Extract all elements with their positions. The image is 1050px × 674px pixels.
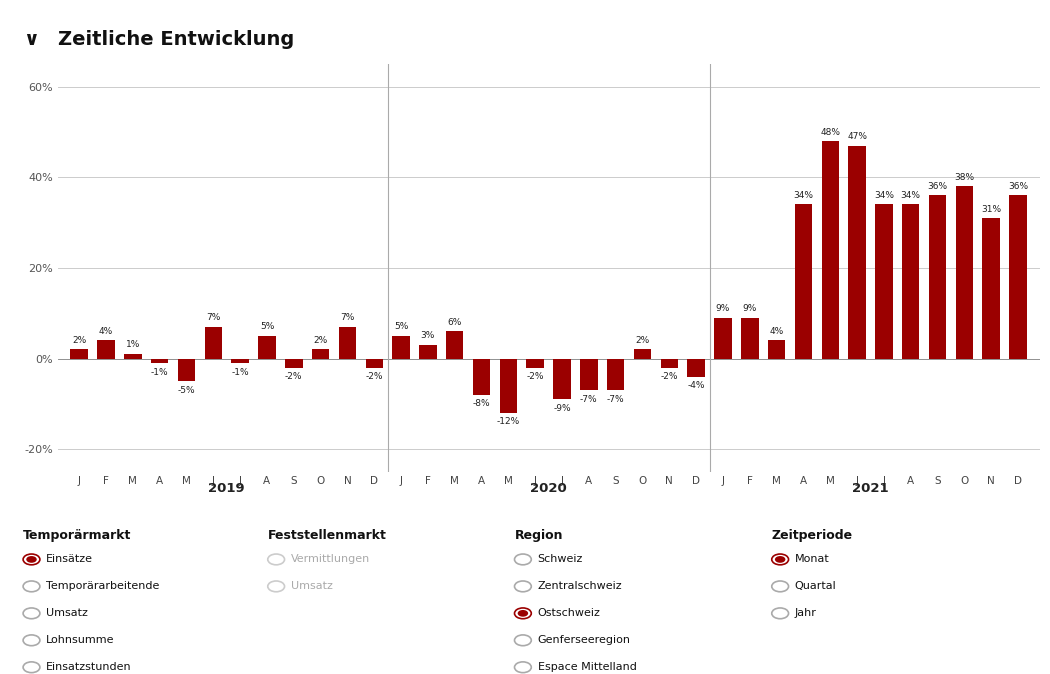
Text: 2%: 2% bbox=[314, 336, 328, 345]
Text: 2020: 2020 bbox=[530, 482, 567, 495]
Text: -1%: -1% bbox=[231, 367, 249, 377]
Text: Vermittlungen: Vermittlungen bbox=[291, 555, 370, 564]
Text: -7%: -7% bbox=[607, 395, 625, 404]
Text: 36%: 36% bbox=[1008, 182, 1028, 191]
Text: 9%: 9% bbox=[742, 304, 757, 313]
Text: -1%: -1% bbox=[151, 367, 168, 377]
Bar bbox=[848, 146, 866, 359]
Text: Lohnsumme: Lohnsumme bbox=[46, 636, 114, 645]
Text: -9%: -9% bbox=[553, 404, 571, 413]
Text: 6%: 6% bbox=[447, 318, 462, 327]
Bar bbox=[124, 354, 142, 359]
Text: Zeitperiode: Zeitperiode bbox=[772, 529, 853, 542]
Text: 1%: 1% bbox=[126, 340, 140, 349]
Bar bbox=[258, 336, 276, 359]
Bar bbox=[795, 204, 812, 359]
Text: Quartal: Quartal bbox=[795, 582, 837, 591]
Bar bbox=[983, 218, 1000, 359]
Bar bbox=[956, 186, 973, 359]
Bar bbox=[821, 141, 839, 359]
Text: 3%: 3% bbox=[421, 332, 435, 340]
Text: 47%: 47% bbox=[847, 132, 867, 141]
Text: -4%: -4% bbox=[688, 381, 705, 390]
Text: Werktagsbereinigte Wachstumsrate im Vergleich zum Vorjahresmonat: Werktagsbereinigte Wachstumsrate im Verg… bbox=[353, 493, 744, 503]
Text: 36%: 36% bbox=[927, 182, 948, 191]
Text: 9%: 9% bbox=[716, 304, 730, 313]
Bar bbox=[419, 345, 437, 359]
Bar bbox=[70, 349, 88, 359]
Text: 5%: 5% bbox=[259, 322, 274, 332]
Text: 2%: 2% bbox=[72, 336, 86, 345]
Bar bbox=[688, 359, 705, 377]
Text: Region: Region bbox=[514, 529, 563, 542]
Text: 7%: 7% bbox=[340, 313, 355, 322]
Bar bbox=[472, 359, 490, 395]
Text: Einsätze: Einsätze bbox=[46, 555, 93, 564]
Text: 34%: 34% bbox=[901, 191, 921, 200]
Text: ∨: ∨ bbox=[23, 30, 39, 49]
Text: Zeitliche Entwicklung: Zeitliche Entwicklung bbox=[58, 30, 294, 49]
Text: Ostschweiz: Ostschweiz bbox=[538, 609, 601, 618]
Bar bbox=[607, 359, 625, 390]
Text: Zentralschweiz: Zentralschweiz bbox=[538, 582, 623, 591]
Text: Einsatzstunden: Einsatzstunden bbox=[46, 663, 132, 672]
Text: 7%: 7% bbox=[206, 313, 220, 322]
Text: Feststellenmarkt: Feststellenmarkt bbox=[268, 529, 386, 542]
Text: -12%: -12% bbox=[497, 417, 520, 427]
Text: Umsatz: Umsatz bbox=[291, 582, 333, 591]
Bar bbox=[1009, 195, 1027, 359]
Text: -7%: -7% bbox=[580, 395, 597, 404]
Text: -2%: -2% bbox=[365, 372, 383, 381]
Bar bbox=[741, 317, 758, 359]
Bar bbox=[902, 204, 920, 359]
Bar bbox=[553, 359, 571, 399]
Text: Jahr: Jahr bbox=[795, 609, 817, 618]
Text: 34%: 34% bbox=[874, 191, 894, 200]
Bar bbox=[393, 336, 410, 359]
Text: 48%: 48% bbox=[820, 127, 840, 137]
Bar bbox=[312, 349, 330, 359]
Bar bbox=[929, 195, 946, 359]
Bar bbox=[526, 359, 544, 367]
Text: Umsatz: Umsatz bbox=[46, 609, 88, 618]
Bar bbox=[876, 204, 892, 359]
Bar bbox=[339, 327, 356, 359]
Text: Temporärarbeitende: Temporärarbeitende bbox=[46, 582, 160, 591]
Bar bbox=[177, 359, 195, 381]
Text: -8%: -8% bbox=[472, 399, 490, 408]
Bar bbox=[365, 359, 383, 367]
Text: 2019: 2019 bbox=[209, 482, 245, 495]
Bar bbox=[446, 332, 463, 359]
Text: Genferseeregion: Genferseeregion bbox=[538, 636, 631, 645]
Text: -2%: -2% bbox=[660, 372, 678, 381]
Bar bbox=[660, 359, 678, 367]
Text: 4%: 4% bbox=[99, 327, 113, 336]
Bar bbox=[231, 359, 249, 363]
Text: 2%: 2% bbox=[635, 336, 650, 345]
Text: -2%: -2% bbox=[526, 372, 544, 381]
Text: 38%: 38% bbox=[954, 173, 974, 182]
Text: Monat: Monat bbox=[795, 555, 830, 564]
Text: 31%: 31% bbox=[981, 204, 1002, 214]
Bar bbox=[286, 359, 302, 367]
Text: 34%: 34% bbox=[794, 191, 814, 200]
Bar bbox=[205, 327, 222, 359]
Text: -2%: -2% bbox=[285, 372, 302, 381]
Bar bbox=[634, 349, 651, 359]
Text: Schweiz: Schweiz bbox=[538, 555, 583, 564]
Text: Temporärmarkt: Temporärmarkt bbox=[23, 529, 131, 542]
Bar bbox=[768, 340, 785, 359]
Text: 4%: 4% bbox=[770, 327, 783, 336]
Text: Espace Mittelland: Espace Mittelland bbox=[538, 663, 636, 672]
Bar bbox=[151, 359, 168, 363]
Text: 2021: 2021 bbox=[853, 482, 888, 495]
Text: -5%: -5% bbox=[177, 386, 195, 395]
Bar bbox=[500, 359, 517, 413]
Text: 5%: 5% bbox=[394, 322, 408, 332]
Bar bbox=[714, 317, 732, 359]
Bar bbox=[98, 340, 114, 359]
Bar bbox=[581, 359, 597, 390]
